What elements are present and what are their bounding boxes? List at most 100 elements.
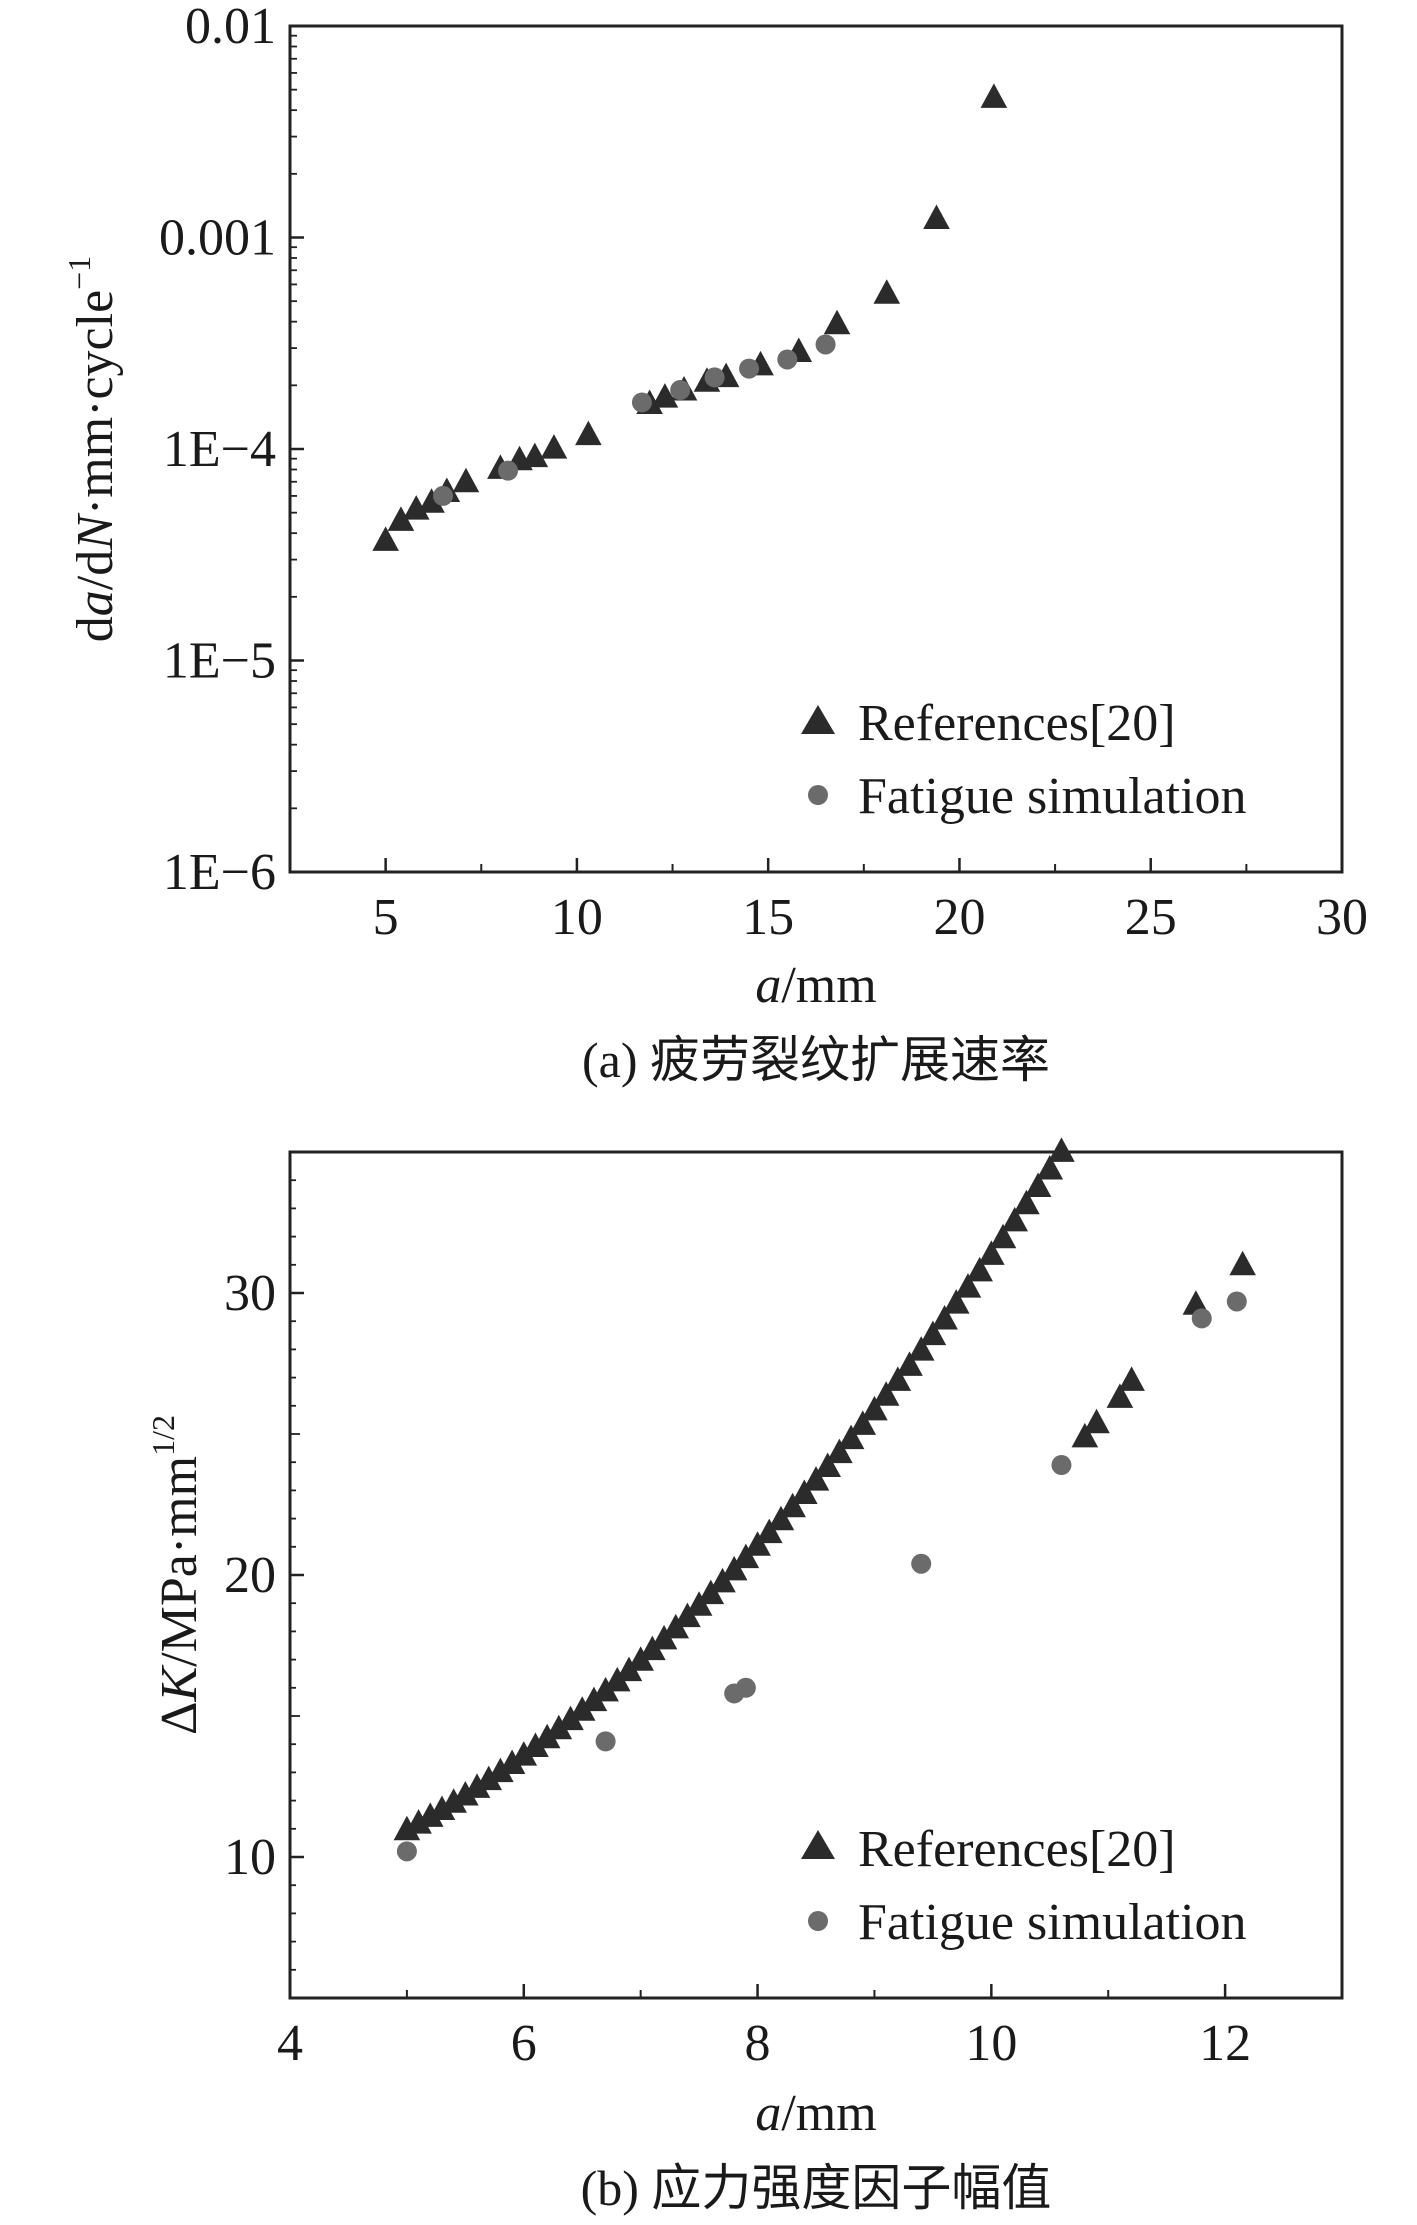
y-axis-label-exponent: −1	[61, 256, 97, 290]
data-point-references	[428, 1795, 456, 1820]
data-point-references	[1229, 1250, 1256, 1276]
x-tick-label: 25	[1125, 889, 1177, 946]
tick-labels: 4 6 8 10 12 10 20 30	[224, 1265, 1251, 2072]
x-axis-label: a/mm	[755, 957, 876, 1014]
data-point-references	[954, 1273, 982, 1298]
tick-marks	[288, 1151, 1227, 1999]
data-point-simulation	[735, 1677, 756, 1698]
data-point-references	[923, 204, 950, 229]
x-tick-label: 8	[745, 2015, 771, 2072]
data-point-references	[463, 1773, 491, 1798]
data-point-references	[452, 467, 480, 493]
data-point-references	[487, 1757, 514, 1783]
y-axis-label: ΔK/MPa·mm1/2	[145, 1415, 208, 1735]
x-tick-label: 10	[965, 2015, 1017, 2072]
legend-triangle-marker	[801, 1830, 835, 1859]
data-point-references	[779, 1492, 806, 1518]
legend-circle-marker	[808, 1911, 828, 1931]
data-point-references	[849, 1410, 877, 1435]
x-tick-label: 30	[1316, 889, 1368, 946]
data-point-references	[1071, 1422, 1099, 1448]
data-point-references	[744, 1531, 771, 1556]
data-marks	[372, 83, 1008, 551]
legend-label-references: References[20]	[858, 695, 1176, 752]
legend-triangle-marker	[801, 705, 835, 734]
y-axis-label-var-N: N	[67, 512, 124, 551]
data-point-references	[966, 1256, 993, 1282]
y-axis-label-slash: /d	[67, 550, 124, 590]
x-tick-label: 6	[511, 2015, 537, 2072]
data-point-references	[452, 1780, 479, 1806]
data-point-references	[1083, 1408, 1110, 1434]
plot-frame	[288, 1150, 1344, 2000]
legend-label-simulation: Fatigue simulation	[858, 768, 1247, 825]
tick-labels: 5 10 15 20 25 30 1E−6 1E−5 1E−4 0.001 0.01	[159, 0, 1368, 946]
x-tick-label: 12	[1199, 2015, 1251, 2072]
y-tick-label: 20	[224, 1547, 276, 1604]
chart-stress-intensity-range: 4 6 8 10 12 10 20 30 ΔK/MPa·mm1/2 a/mm Referenc…	[145, 1137, 1344, 2216]
data-point-references	[522, 1732, 549, 1758]
data-point-simulation	[704, 367, 725, 388]
data-point-simulation	[433, 485, 454, 506]
data-point-references	[942, 1289, 970, 1314]
data-point-simulation	[815, 334, 836, 355]
data-point-references	[575, 420, 602, 446]
data-point-references	[475, 1765, 503, 1791]
data-point-simulation	[631, 392, 652, 413]
tick-marks	[290, 24, 1344, 874]
data-point-references	[540, 434, 568, 459]
y-tick-label: 30	[224, 1265, 276, 1322]
y-axis-label: da/dN·mm·cycle−1	[61, 256, 124, 642]
data-point-references	[884, 1366, 912, 1391]
data-point-references	[767, 1505, 795, 1531]
y-axis-label-exponent: 1/2	[145, 1415, 181, 1456]
x-tick-label: 15	[742, 889, 794, 946]
data-point-simulation	[911, 1553, 932, 1574]
data-point-references	[872, 1381, 900, 1406]
legend: References[20] Fatigue simulation	[801, 695, 1247, 825]
data-point-references	[510, 1741, 538, 1766]
data-point-references	[755, 1518, 783, 1544]
data-point-references	[387, 506, 415, 531]
legend: References[20] Fatigue simulation	[801, 1821, 1247, 1951]
y-tick-label: 10	[224, 1829, 276, 1886]
data-point-simulation	[739, 358, 760, 379]
y-axis-label-delta: Δ	[151, 1702, 208, 1735]
y-tick-label: 0.001	[159, 210, 276, 267]
data-point-references	[1036, 1155, 1064, 1180]
data-point-simulation	[1191, 1308, 1212, 1329]
data-point-references	[873, 279, 901, 304]
x-axis-label-var: a	[755, 2085, 781, 2142]
data-point-simulation	[1226, 1291, 1247, 1312]
data-point-references	[416, 1802, 444, 1827]
data-point-references	[896, 1351, 923, 1376]
data-point-references	[919, 1320, 947, 1346]
data-point-references	[1024, 1172, 1052, 1197]
data-point-references	[1048, 1137, 1075, 1162]
data-point-simulation	[498, 460, 519, 481]
data-point-references	[521, 442, 549, 468]
y-axis-label-unit: /MPa·mm	[151, 1456, 208, 1667]
data-point-simulation	[1051, 1455, 1072, 1476]
data-point-simulation	[670, 380, 691, 401]
y-tick-label: 1E−6	[163, 844, 276, 901]
y-axis-label-var-K: K	[151, 1665, 208, 1703]
data-point-references	[980, 83, 1008, 108]
data-point-references	[989, 1223, 1017, 1249]
data-point-references	[498, 1749, 526, 1774]
x-axis-label-unit: /mm	[781, 957, 876, 1014]
data-point-simulation	[595, 1731, 616, 1752]
data-point-references	[732, 1543, 760, 1569]
legend-circle-marker	[808, 785, 828, 805]
data-point-references	[791, 1479, 818, 1505]
data-point-references	[1001, 1206, 1029, 1232]
data-point-simulation	[777, 349, 798, 370]
data-point-references	[372, 526, 399, 551]
data-point-references	[861, 1395, 888, 1421]
y-tick-label: 1E−5	[163, 633, 276, 690]
data-point-references	[545, 1714, 573, 1740]
y-tick-label: 0.01	[185, 0, 276, 55]
x-axis-label-var: a	[755, 957, 781, 1014]
